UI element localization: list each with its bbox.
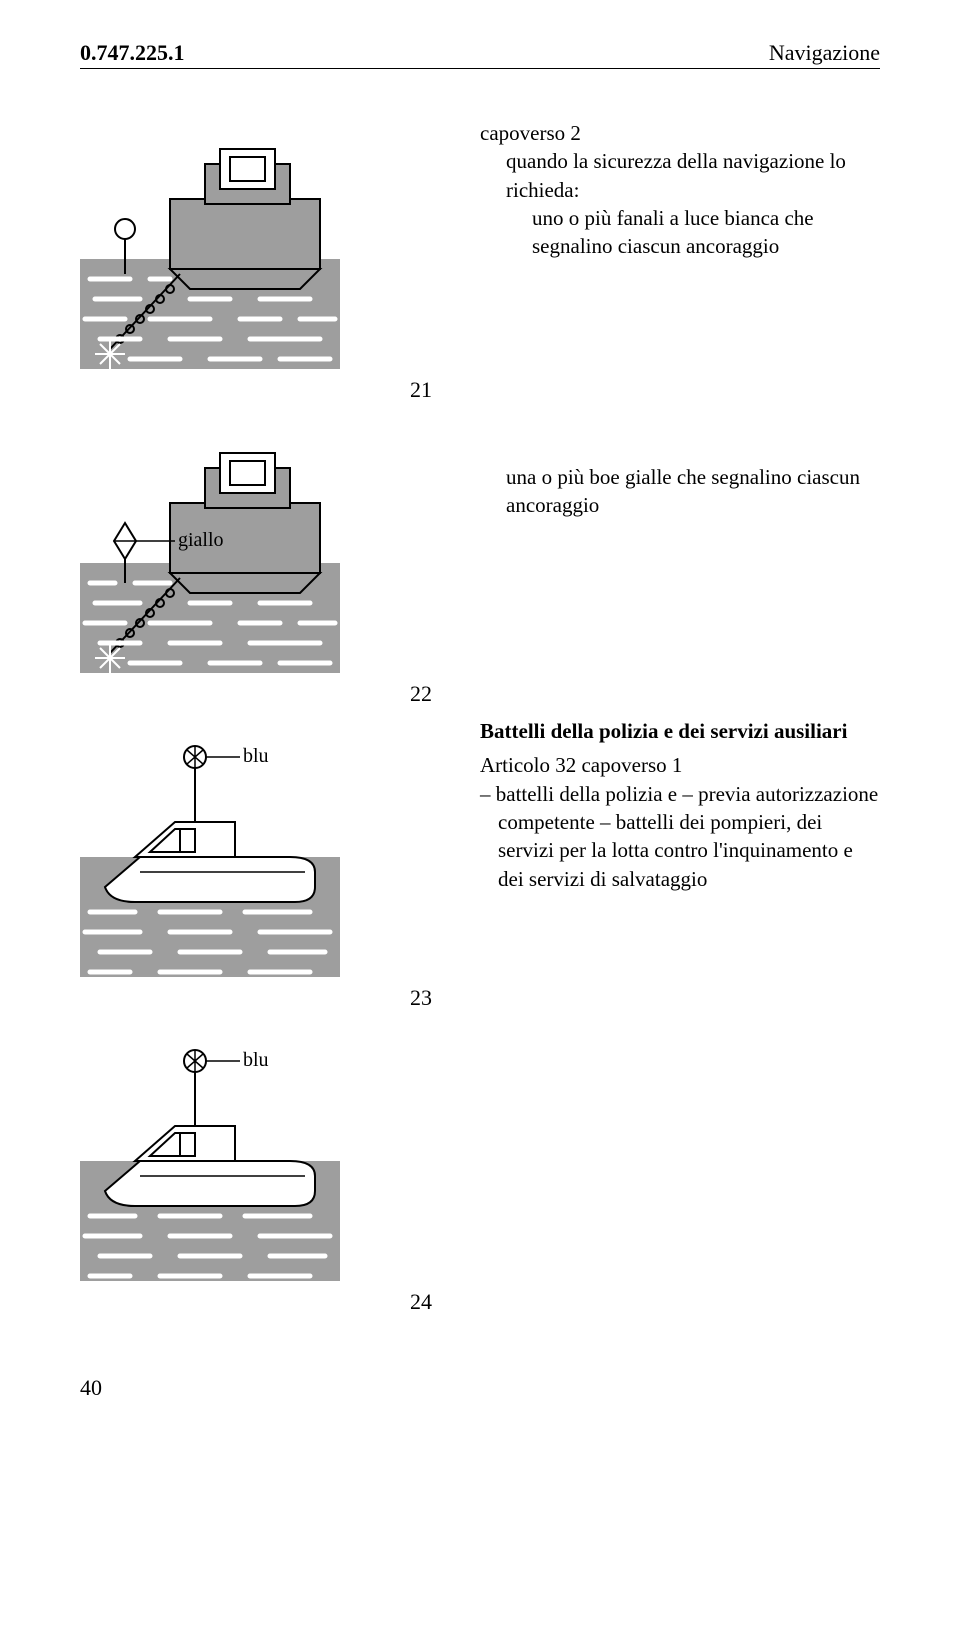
text-23: Battelli della polizia e dei servizi aus… <box>480 717 880 893</box>
text-22: una o più boe gialle che segnalino ciasc… <box>480 423 880 520</box>
caption-23: 23 <box>410 985 432 1010</box>
label-blu-23: blu <box>243 745 269 768</box>
page-number: 40 <box>80 1375 880 1401</box>
section-title-23: Battelli della polizia e dei servizi aus… <box>480 717 880 745</box>
figure-21 <box>80 119 340 369</box>
figure-23: blu <box>80 717 340 977</box>
row-24: blu <box>80 1021 880 1281</box>
row-21: capoverso 2 quando la sicurezza della na… <box>80 119 880 369</box>
label-giallo: giallo <box>178 529 224 552</box>
capoverso-21: capoverso 2 <box>480 119 880 147</box>
header-section: Navigazione <box>769 40 880 66</box>
figure-24: blu <box>80 1021 340 1281</box>
caption-22: 22 <box>410 681 432 706</box>
text-21-line1: quando la sicurezza della navigazione lo… <box>506 147 880 204</box>
row-22: giallo una o più boe gialle che segnalin… <box>80 423 880 673</box>
caption-24: 24 <box>410 1289 432 1314</box>
bullet-23: – battelli della polizia e – previa auto… <box>480 780 880 893</box>
text-21: capoverso 2 quando la sicurezza della na… <box>480 119 880 261</box>
label-blu-24: blu <box>243 1049 269 1072</box>
figure-22: giallo <box>80 423 340 673</box>
page-header: 0.747.225.1 Navigazione <box>80 40 880 69</box>
caption-21: 21 <box>410 377 432 402</box>
text-21-line2: uno o più fanali a luce bianca che segna… <box>506 204 880 261</box>
header-code: 0.747.225.1 <box>80 40 185 66</box>
article-23: Articolo 32 capoverso 1 <box>480 751 880 779</box>
text-22-line1: una o più boe gialle che segnalino ciasc… <box>480 463 880 520</box>
row-23: blu Battelli della polizia e dei servizi… <box>80 717 880 977</box>
